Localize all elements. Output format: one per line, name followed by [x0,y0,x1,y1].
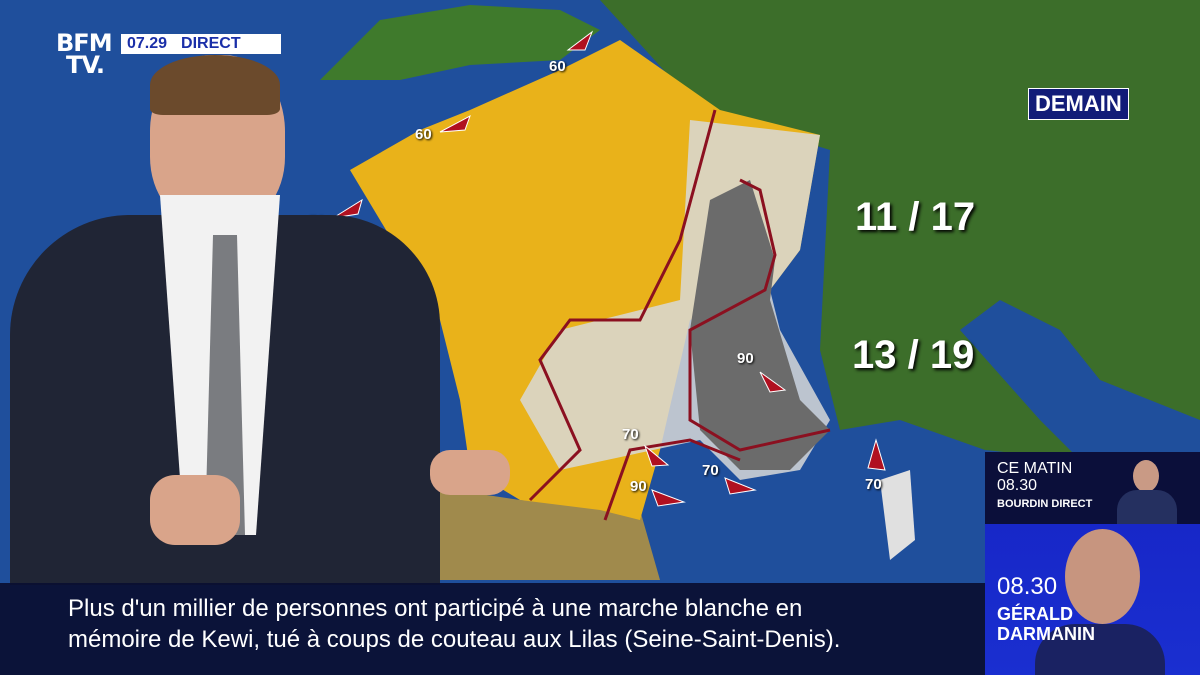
ticker-line: mémoire de Kewi, tué à coups de couteau … [68,626,841,653]
rain-area [690,180,830,470]
temperature-label: 11 / 17 [855,195,976,239]
clock-time: 07.29 [127,35,168,52]
bfm-tv-logo: BFM TV. [56,29,113,79]
guest-last-name: DARMANIN [997,624,1095,644]
corsica [880,470,915,560]
wind-speed: 60 [549,58,566,75]
live-badge: 07.29 DIRECT [121,34,281,54]
wind-arrow [867,438,886,471]
temperature-label: 13 / 19 [852,333,975,377]
land-britain [320,5,600,80]
wind-arrow [759,371,787,393]
presenter [0,55,520,585]
wind-arrow [566,30,594,51]
guest-photo [1133,460,1159,492]
wind-speed: 70 [622,426,639,443]
promo-show: BOURDIN DIRECT [997,498,1093,510]
guest-photo [1065,529,1140,624]
promo-top: CE MATIN 08.30 BOURDIN DIRECT [985,452,1200,524]
day-label: DEMAIN [1028,88,1129,120]
wind-speed: 70 [865,476,882,493]
guest-first-name: GÉRALD [997,604,1073,624]
live-label: DIRECT [181,35,241,52]
front-line [528,109,717,502]
wind-arrow [724,477,757,495]
wind-speed: 60 [415,126,432,143]
wind-arrow [651,489,686,507]
wind-arrow [643,444,670,467]
promo-time: 08.30 [997,573,1058,600]
front-line-3 [603,438,741,521]
front-line-2 [688,178,831,452]
promo-label: CE MATIN [997,460,1073,477]
wind-speed: 90 [630,478,647,495]
wind-speed: 70 [702,462,719,479]
promo-time: 08.30 [997,477,1038,494]
news-ticker: Plus d'un millier de personnes ont parti… [0,583,985,675]
promo-main: 08.30 GÉRALD DARMANIN [985,524,1200,675]
wind-arrow [439,114,471,133]
wind-arrows [332,30,886,507]
ticker-line: Plus d'un millier de personnes ont parti… [68,595,803,622]
wind-speed: 90 [737,350,754,367]
